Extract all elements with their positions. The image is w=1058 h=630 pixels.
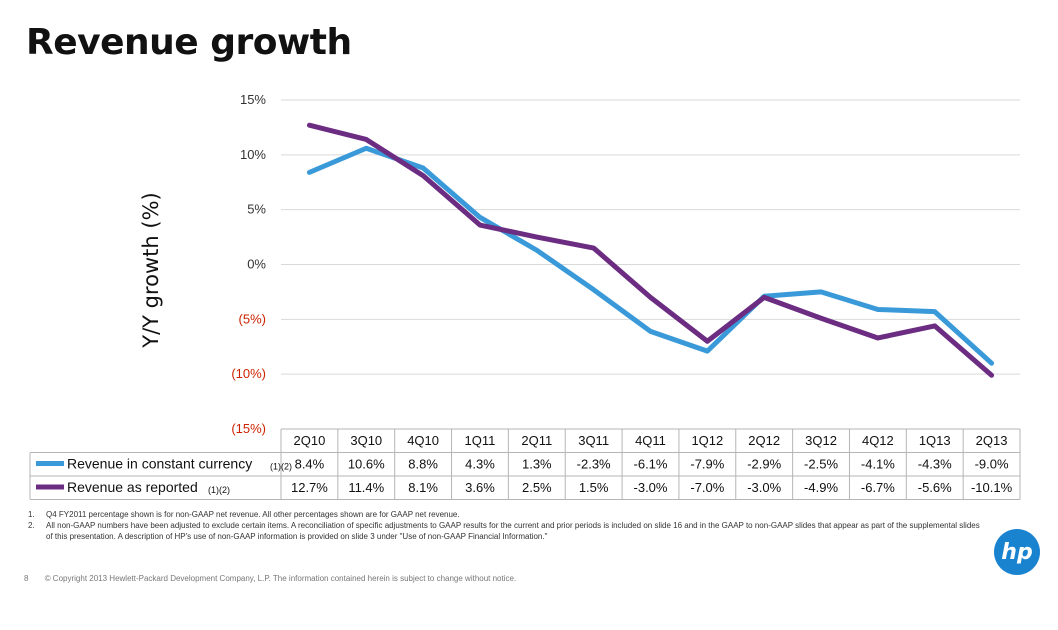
data-label: -4.1% [861,457,895,472]
footnotes: 1. Q4 FY2011 percentage shown is for non… [28,509,988,542]
data-label: -4.3% [918,457,952,472]
data-label: 8.4% [295,457,325,472]
series-line [306,122,995,378]
data-label: 3.6% [465,480,495,495]
footnote-reference: (1)(2) [208,485,230,495]
data-label: -4.9% [804,480,838,495]
data-label: -6.7% [861,480,895,495]
data-label: -2.3% [577,457,611,472]
legend-label: Revenue in constant currency [67,456,252,472]
x-category-label: 3Q12 [805,433,837,448]
data-label: 1.3% [522,457,552,472]
x-category-label: 1Q13 [919,433,951,448]
x-category-label: 4Q11 [635,433,666,448]
footnote-reference: (1)(2) [270,462,292,472]
data-label: -3.0% [634,480,668,495]
footnote-number: 2. [28,521,35,530]
data-label: 1.5% [579,480,609,495]
footnote-1: 1. Q4 FY2011 percentage shown is for non… [28,509,988,520]
x-category-label: 2Q13 [976,433,1008,448]
x-category-label: 2Q11 [521,433,552,448]
data-label: -2.9% [747,457,781,472]
y-tick-label: 0% [247,257,266,272]
data-label: -9.0% [975,457,1009,472]
x-category-label: 1Q11 [465,433,496,448]
data-label: 2.5% [522,480,552,495]
data-label: 4.3% [465,457,495,472]
series-line [306,145,995,366]
footnote-2: 2. All non-GAAP numbers have been adjust… [28,520,988,542]
footnote-text: Q4 FY2011 percentage shown is for non-GA… [46,510,460,519]
x-category-label: 3Q11 [578,433,609,448]
data-label: -7.0% [690,480,724,495]
data-label: -10.1% [971,480,1013,495]
y-tick-label: (10%) [231,366,266,381]
revenue-growth-chart: 15% 10% 5% 0% (5%) (10%) (15%) 2Q10 3Q10 4Q10 1Q1… [29,92,1021,500]
data-label: 8.1% [408,480,438,495]
x-category-label: 2Q12 [748,433,780,448]
data-label: 10.6% [348,457,385,472]
hp-logo: hp [994,529,1040,575]
x-category-label: 1Q12 [691,433,723,448]
copyright-text: © Copyright 2013 Hewlett-Packard Develop… [44,574,517,583]
x-category-label: 2Q10 [294,433,326,448]
y-tick-label: 10% [240,147,266,162]
y-tick-label: 5% [247,202,266,217]
page-title: Revenue growth [26,22,352,63]
y-tick-label: 15% [240,92,266,107]
y-tick-label: (15%) [231,421,266,436]
data-label: 11.4% [348,480,384,495]
page-number: 8 [24,574,29,583]
data-label: -3.0% [747,480,781,495]
data-label: 8.8% [408,457,438,472]
y-tick-label: (5%) [239,311,266,326]
data-label: -7.9% [690,457,724,472]
data-label: 12.7% [291,480,328,495]
x-category-label: 3Q10 [350,433,382,448]
x-category-label: 4Q10 [407,433,439,448]
data-label: -6.1% [634,457,668,472]
footnote-text: All non-GAAP numbers have been adjusted … [46,521,980,541]
legend-label: Revenue as reported [67,479,198,495]
data-label: -2.5% [804,457,838,472]
footer: 8 © Copyright 2013 Hewlett-Packard Devel… [24,574,516,583]
data-label: -5.6% [918,480,952,495]
footnote-number: 1. [28,510,35,519]
x-category-label: 4Q12 [862,433,894,448]
